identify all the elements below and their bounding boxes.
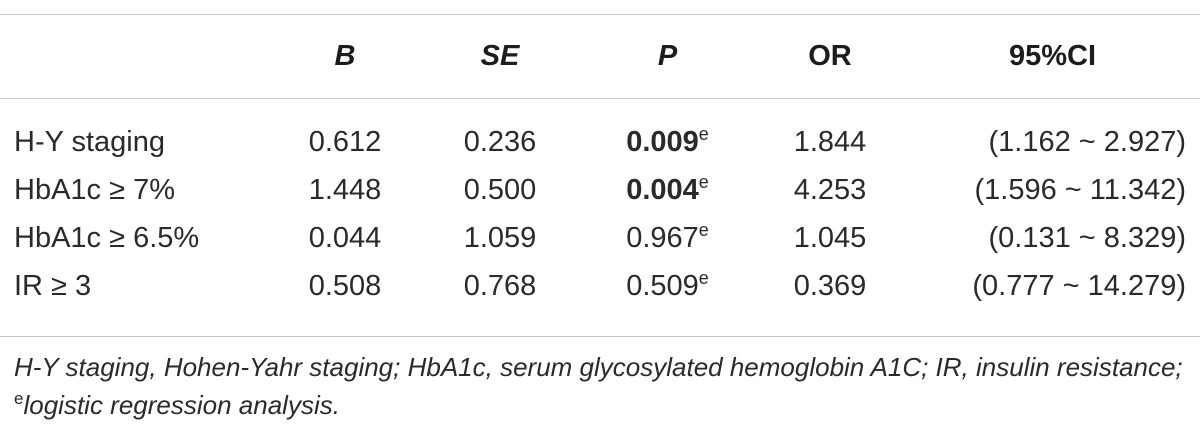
cell-ci: (1.162 ~ 2.927) xyxy=(988,125,1186,158)
footnote-abbreviations: H-Y staging, Hohen-Yahr staging; HbA1c, … xyxy=(14,352,1183,382)
cell-se: 0.500 xyxy=(463,173,537,206)
top-rule xyxy=(0,14,1200,15)
cell-se: 0.236 xyxy=(463,125,537,158)
table-footnote: H-Y staging, Hohen-Yahr staging; HbA1c, … xyxy=(14,348,1186,424)
p-value: 0.009 xyxy=(626,125,699,158)
header-rule xyxy=(0,98,1200,99)
footnote-method: logistic regression analysis. xyxy=(23,390,340,420)
cell-p: 0.004e xyxy=(580,166,755,214)
p-superscript: e xyxy=(698,267,709,288)
header-row: B SE P OR 95%CI xyxy=(0,15,1200,98)
cell-b: 0.612 xyxy=(308,125,382,158)
cell-p: 0.009e xyxy=(580,98,755,166)
p-value: 0.509 xyxy=(626,269,699,302)
footnote-superscript: e xyxy=(14,389,24,408)
cell-b: 0.044 xyxy=(308,221,382,254)
cell-ci: (0.777 ~ 14.279) xyxy=(972,269,1186,302)
cell-or: 0.369 xyxy=(793,269,867,302)
p-superscript: e xyxy=(698,123,709,144)
p-value: 0.004 xyxy=(626,173,699,206)
row-label: HbA1c ≥ 6.5% xyxy=(14,221,200,254)
table-row: HbA1c ≥ 7% 1.448 0.500 0.004e 4.253 (1.5… xyxy=(0,166,1200,214)
cell-or: 4.253 xyxy=(793,173,867,206)
header-se: SE xyxy=(480,40,520,72)
header-empty xyxy=(0,15,270,98)
cell-or: 1.844 xyxy=(793,125,867,158)
table-row: HbA1c ≥ 6.5% 0.044 1.059 0.967e 1.045 (0… xyxy=(0,214,1200,262)
p-value: 0.967 xyxy=(626,221,699,254)
header-ci: 95%CI xyxy=(1008,40,1097,72)
cell-se: 0.768 xyxy=(463,269,537,302)
header-b: B xyxy=(334,40,356,72)
cell-se: 1.059 xyxy=(463,221,537,254)
cell-ci: (1.596 ~ 11.342) xyxy=(974,173,1186,206)
p-superscript: e xyxy=(698,219,709,240)
table-row: IR ≥ 3 0.508 0.768 0.509e 0.369 (0.777 ~… xyxy=(0,262,1200,310)
header-p: P xyxy=(657,40,678,72)
regression-table: B SE P OR 95%CI H-Y staging 0.612 0.236 … xyxy=(0,15,1200,310)
bottom-rule xyxy=(0,336,1200,337)
cell-or: 1.045 xyxy=(793,221,867,254)
cell-ci: (0.131 ~ 8.329) xyxy=(988,221,1186,254)
row-label: H-Y staging xyxy=(14,125,165,158)
row-label: IR ≥ 3 xyxy=(14,269,92,302)
table-row: H-Y staging 0.612 0.236 0.009e 1.844 (1.… xyxy=(0,98,1200,166)
cell-b: 0.508 xyxy=(308,269,382,302)
row-label: HbA1c ≥ 7% xyxy=(14,173,175,206)
cell-p: 0.967e xyxy=(580,214,755,262)
cell-p: 0.509e xyxy=(580,262,755,310)
p-superscript: e xyxy=(698,171,709,192)
header-or: OR xyxy=(808,40,852,72)
cell-b: 1.448 xyxy=(308,173,382,206)
